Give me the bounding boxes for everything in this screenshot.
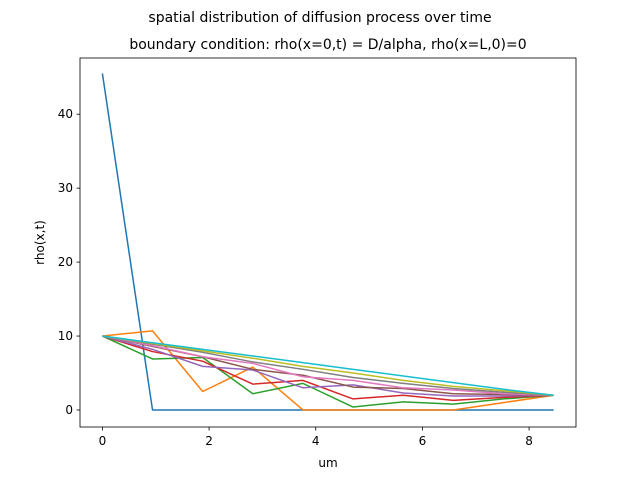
series-line-2 (102, 330, 554, 411)
x-tick-label: 4 (312, 434, 320, 448)
plot-frame (79, 57, 577, 428)
x-tick-label: 2 (205, 434, 213, 448)
series-layer (101, 73, 554, 411)
chart-suptitle: spatial distribution of diffusion proces… (148, 10, 491, 26)
y-tick-label: 40 (58, 107, 73, 121)
y-tick-label: 20 (58, 255, 73, 269)
y-tick-label: 30 (58, 181, 73, 195)
y-tick-label: 10 (58, 329, 73, 343)
series-line-7 (102, 335, 554, 396)
chart-title: boundary condition: rho(x=0,t) = D/alpha… (129, 37, 526, 53)
series-line-9 (102, 335, 554, 396)
series-line-4 (102, 335, 554, 402)
x-tick-label: 8 (525, 434, 533, 448)
y-axis-label: rho(x,t) (33, 220, 47, 265)
x-axis-label: um (318, 456, 337, 470)
y-axis-ticks: 0 10 20 30 40 (58, 107, 80, 417)
series-line-5 (102, 335, 554, 397)
y-tick-label: 0 (65, 403, 73, 417)
series-line-8 (102, 335, 554, 396)
x-axis-ticks: 0 2 4 6 8 (99, 427, 533, 448)
series-line-10 (102, 335, 554, 396)
x-tick-label: 0 (99, 434, 107, 448)
x-tick-label: 6 (419, 434, 427, 448)
